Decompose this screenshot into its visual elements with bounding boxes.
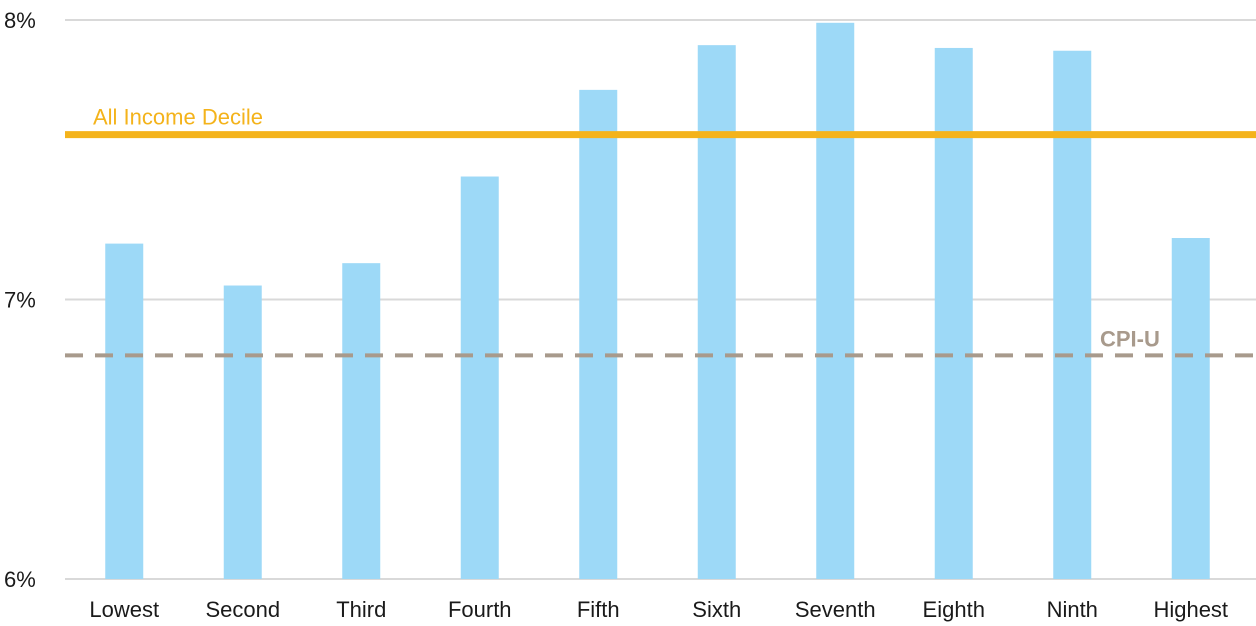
x-category-label: Third <box>336 597 386 622</box>
x-category-label: Lowest <box>89 597 159 622</box>
bars <box>105 22 1210 580</box>
all-income-decile-label: All Income Decile <box>93 105 263 130</box>
y-axis-tick-labels: 6% 7% 8% <box>4 8 36 592</box>
bar <box>460 176 499 579</box>
x-category-label: Eighth <box>923 597 985 622</box>
x-category-label: Second <box>205 597 280 622</box>
bar <box>697 45 736 579</box>
y-tick-label: 8% <box>4 8 36 33</box>
x-axis-category-labels: Lowest Second Third Fourth Fifth Sixth Seventh… <box>89 597 1228 622</box>
bar <box>223 285 262 579</box>
reference-lines: All Income Decile CPI-U <box>65 105 1256 358</box>
x-category-label: Sixth <box>692 597 741 622</box>
x-category-label: Seventh <box>795 597 876 622</box>
bar <box>105 243 144 579</box>
x-category-label: Highest <box>1153 597 1228 622</box>
bar <box>1171 238 1210 579</box>
bar <box>934 47 973 579</box>
bar <box>816 22 855 580</box>
y-tick-label: 7% <box>4 288 36 313</box>
y-tick-label: 6% <box>4 567 36 592</box>
x-category-label: Fourth <box>448 597 512 622</box>
x-category-label: Fifth <box>577 597 620 622</box>
bar <box>1053 50 1092 580</box>
bar <box>579 89 618 579</box>
bar <box>342 263 381 579</box>
x-category-label: Ninth <box>1047 597 1098 622</box>
cpi-u-label: CPI-U <box>1100 326 1160 351</box>
